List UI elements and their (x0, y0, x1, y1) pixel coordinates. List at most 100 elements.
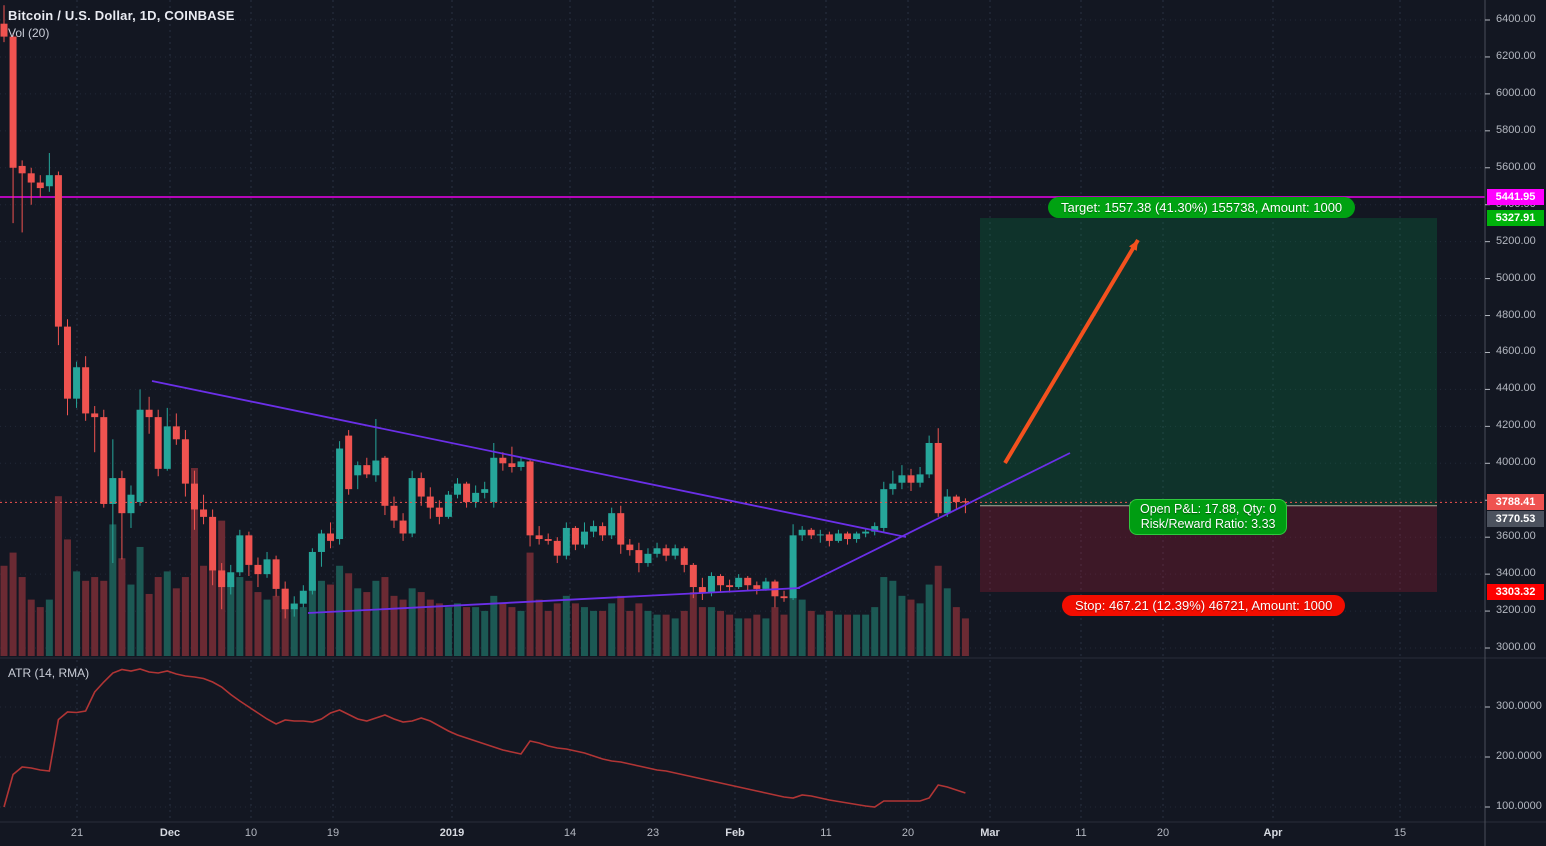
volume-bar (100, 580, 108, 656)
volume-bar (390, 595, 398, 656)
volume-bar (798, 599, 806, 656)
candle-body (644, 553, 652, 564)
time-tick-label: 15 (1393, 827, 1407, 839)
volume-bar (662, 614, 670, 656)
candle-body (571, 527, 579, 545)
candle-body (862, 531, 870, 534)
candle-body (172, 426, 180, 440)
volume-bar (617, 595, 625, 656)
time-axis[interactable]: 21 Dec 10 19 2019 14 23 Feb 11 20 Mar 11 20 Apr 15 (0, 822, 1546, 846)
volume-bar (780, 614, 788, 656)
candle-body (798, 529, 806, 536)
volume-bar (36, 607, 44, 656)
volume-bar (363, 592, 371, 656)
volume-bar (472, 607, 480, 656)
volume-bar (145, 593, 153, 656)
volume-bar (181, 577, 189, 656)
candle-body (653, 548, 661, 554)
target-label[interactable]: Target: 1557.38 (41.30%) 155738, Amount:… (1048, 197, 1356, 218)
volume-bar (771, 607, 779, 656)
tick-label: 100.0000 (1496, 800, 1542, 812)
candle-body (590, 526, 598, 532)
tick-label: 4800.00 (1496, 308, 1536, 321)
volume-bar (227, 580, 235, 656)
candle-body (744, 577, 752, 586)
volume-bar (154, 577, 162, 656)
open-pnl-label[interactable]: Open P&L: 17.88, Qty: 0 Risk/Reward Rati… (1129, 499, 1288, 535)
candle-body (336, 448, 344, 540)
tick-label: 5800.00 (1496, 123, 1536, 136)
price-axis[interactable]: 6400.006200.006000.005800.005600.005400.… (1485, 0, 1546, 822)
volume-bar (653, 614, 661, 656)
volume-bar (871, 607, 879, 656)
candle-body (599, 526, 607, 536)
candle-body (735, 577, 743, 588)
candle-body (889, 483, 897, 490)
candle-body (698, 587, 706, 593)
arrow-line[interactable] (1003, 238, 1140, 465)
volume-bar (454, 603, 461, 656)
volume-bar (698, 607, 706, 656)
volume-bar (236, 577, 244, 656)
trend-line[interactable] (797, 452, 1071, 589)
volume-bar (272, 595, 280, 656)
candle-body (508, 463, 516, 467)
candle-body (245, 535, 253, 565)
volume-bar (463, 607, 471, 656)
trend-line[interactable] (151, 380, 907, 538)
volume-bar (481, 610, 489, 656)
target-price-label[interactable]: 5327.91 (1487, 210, 1544, 226)
stop-price-label[interactable]: 3303.32 (1487, 584, 1544, 600)
volume-bar (299, 607, 307, 656)
volume-bar (508, 607, 516, 656)
candle-body (227, 572, 235, 588)
time-tick-label: 20 (1156, 827, 1170, 839)
candle-body (871, 526, 879, 532)
candle-body (290, 603, 298, 610)
volume-bar (544, 610, 552, 656)
volume-bar (91, 577, 99, 656)
tick-label: 3200.00 (1496, 604, 1536, 617)
candle-body (961, 501, 969, 503)
candle-body (454, 483, 461, 495)
time-tick-label: 19 (326, 827, 340, 839)
volume-bar (526, 552, 534, 656)
candle-body (816, 534, 824, 536)
volume-bar (254, 592, 262, 656)
profit-zone[interactable] (980, 218, 1437, 506)
candle-body (526, 461, 534, 536)
tick-label: 4600.00 (1496, 345, 1536, 358)
candle-body (463, 483, 471, 503)
volume-bar (689, 592, 697, 656)
candle-body (100, 417, 108, 504)
volume-bar (317, 580, 325, 656)
candle-body (9, 36, 17, 168)
entry-price-label[interactable]: 3770.53 (1487, 511, 1544, 527)
candle-body (626, 544, 634, 551)
time-tick-label: Mar (980, 827, 1000, 839)
volume-bar (943, 588, 951, 656)
candle-body (327, 533, 335, 541)
tick-label: 200.0000 (1496, 750, 1542, 762)
candle-body (789, 535, 797, 599)
candle-body (82, 367, 90, 414)
time-tick-label: 20 (901, 827, 915, 839)
volume-bar (136, 546, 144, 656)
volume-bar (82, 580, 90, 656)
atr-line (3, 668, 966, 808)
stop-label[interactable]: Stop: 467.21 (12.39%) 46721, Amount: 100… (1062, 595, 1346, 616)
last-price-label[interactable]: 3788.41 (1487, 494, 1544, 510)
alert-price-label[interactable]: 5441.95 (1487, 189, 1544, 205)
candle-body (154, 417, 162, 469)
trend-line[interactable] (307, 587, 801, 614)
volume-bar (590, 610, 598, 656)
volume-bar (408, 588, 416, 656)
volume-bar (63, 539, 71, 656)
time-tick-label: 23 (646, 827, 660, 839)
volume-bar (73, 571, 81, 656)
candle-body (907, 475, 915, 483)
candle-body (190, 483, 198, 510)
candle-body (181, 439, 189, 484)
candle-body (544, 539, 552, 541)
